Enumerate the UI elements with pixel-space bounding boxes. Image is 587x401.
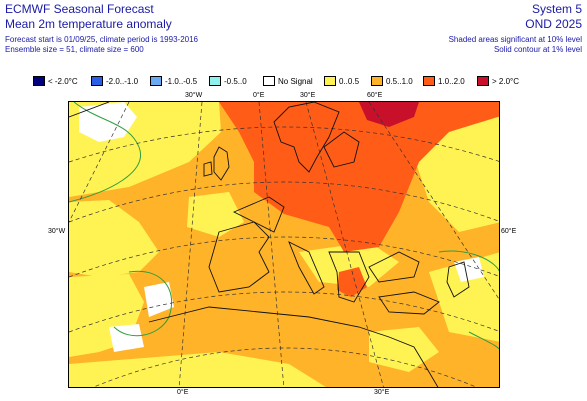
legend-swatch [371,76,383,86]
coast-anatolia [378,291,440,315]
graticule-lat-70n [69,126,499,163]
legend-item: < -2.0°C [33,75,78,87]
shade-central-europe [299,242,399,287]
lon-label-60e-right: 60°E [501,228,517,235]
shade-biscay [187,192,244,237]
legend-swatch [91,76,103,86]
coast-balkans [328,251,370,303]
coast-france [232,196,285,233]
shade-levant [369,327,439,372]
legend-swatch [33,76,45,86]
legend-item: -1.0..-0.5 [150,75,197,87]
shade-canary-nosignal [109,324,144,352]
legend-item: -2.0..-1.0 [91,75,138,87]
coast-finland [323,131,360,168]
legend: < -2.0°C -2.0..-1.0 -1.0..-0.5 -0.5..0 N… [5,75,585,89]
graticule-lon-30w [178,102,203,387]
contour-east [438,250,499,272]
shade-barents [359,102,419,127]
graticule-lon-60e [368,102,499,300]
product-title: Mean 2m temperature anomaly [5,17,172,31]
legend-label: -2.0..-1.0 [106,76,139,86]
significance-note: Shaded areas significant at 10% level [448,35,582,44]
graticule-lat-50n [69,236,499,278]
contour-southeast [468,331,499,350]
legend-item: 1.0..2.0 [423,75,465,87]
lon-label-30e-top: 30°E [300,92,316,99]
legend-label: 1.0..2.0 [438,76,465,86]
lon-label-30w-top: 30°W [185,92,203,99]
lon-label-30w-left: 30°W [48,228,66,235]
coast-scandinavia [273,102,340,173]
shade-northern-europe [219,102,499,252]
graticule [69,102,499,387]
legend-swatch [150,76,162,86]
season-label: OND 2025 [525,17,582,31]
shade-atlantic-mid [69,200,159,277]
coast-ireland [203,161,213,177]
ensemble-info: Ensemble size = 51, climate size = 600 [5,45,144,54]
legend-label: > 2.0°C [492,76,519,86]
coast-italy [288,241,325,295]
legend-swatch [209,76,221,86]
org-title: ECMWF Seasonal Forecast [5,2,154,16]
coast-north-africa [148,306,439,387]
coast-black-sea [368,251,420,283]
forecast-info: Forecast start is 01/09/25, climate peri… [5,35,198,44]
coast-iberia [208,221,270,293]
coast-caspian [446,261,470,298]
coast-britain [213,146,230,181]
coast-greenland [69,102,110,118]
legend-item: 0.5..1.0 [371,75,413,87]
shade-sahara [69,352,326,387]
anomaly-map [68,101,500,388]
legend-item: -0.5..0 [209,75,247,87]
graticule-lat-40n [69,291,499,333]
coastlines [69,102,470,387]
legend-label: No Signal [278,76,313,86]
graticule-lon-60w [69,102,130,223]
legend-label: 0.5..1.0 [386,76,413,86]
legend-label: 0..0.5 [339,76,360,86]
legend-item: 0..0.5 [324,75,359,87]
system-label: System 5 [531,2,582,16]
legend-swatch [324,76,336,86]
contour-atlantic [69,102,142,203]
lon-label-60e-top: 60°E [367,92,383,99]
shade-atlantic-nosignal [144,282,174,317]
legend-item: No Signal [263,75,313,87]
legend-label: -1.0..-0.5 [165,76,198,86]
lon-label-0-bottom: 0°E [177,389,189,396]
legend-label: -0.5..0 [224,76,247,86]
graticule-lon-0 [258,102,285,387]
contour-note: Solid contour at 1% level [493,45,582,54]
legend-swatch [477,76,489,86]
shade-greenland-nosignal [79,102,137,142]
legend-swatch [423,76,435,86]
graticule-lon-30e [305,102,384,387]
graticule-lat-60n [69,181,499,223]
shade-balkans [337,267,367,297]
legend-swatch [263,76,275,86]
legend-label: < -2.0°C [48,76,78,86]
anomaly-map-svg [69,102,499,387]
lon-label-0-top: 0°E [253,92,265,99]
legend-item: > 2.0°C [477,75,519,87]
lon-label-30e-bottom: 30°E [374,389,390,396]
